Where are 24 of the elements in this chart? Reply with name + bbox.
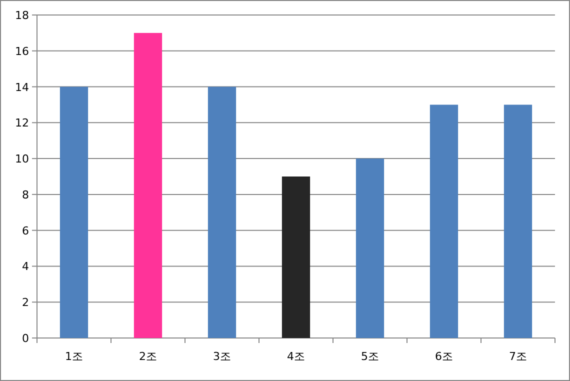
bar — [504, 104, 532, 338]
y-tick-label: 16 — [15, 44, 29, 58]
y-tick-label: 14 — [15, 80, 29, 94]
y-tick-label: 6 — [22, 224, 29, 238]
y-tick-label: 8 — [22, 188, 29, 202]
y-tick-label: 2 — [22, 296, 29, 310]
x-tick-label: 7조 — [509, 350, 527, 363]
bar — [430, 104, 458, 338]
y-tick-label: 4 — [22, 260, 29, 274]
y-tick-label: 18 — [15, 9, 29, 22]
x-tick-label: 4조 — [287, 350, 305, 363]
x-tick-label: 2조 — [139, 350, 157, 363]
bar — [282, 176, 310, 338]
bar — [208, 86, 236, 338]
bar — [60, 86, 88, 338]
y-tick-label: 0 — [22, 332, 29, 345]
x-tick-label: 6조 — [435, 350, 453, 363]
y-tick-label: 10 — [15, 152, 29, 166]
x-tick-label: 3조 — [213, 350, 231, 363]
x-tick-label: 1조 — [65, 350, 83, 363]
bar — [356, 158, 384, 338]
y-tick-label: 12 — [15, 116, 29, 130]
x-tick-label: 5조 — [361, 350, 379, 363]
bar — [134, 32, 162, 338]
